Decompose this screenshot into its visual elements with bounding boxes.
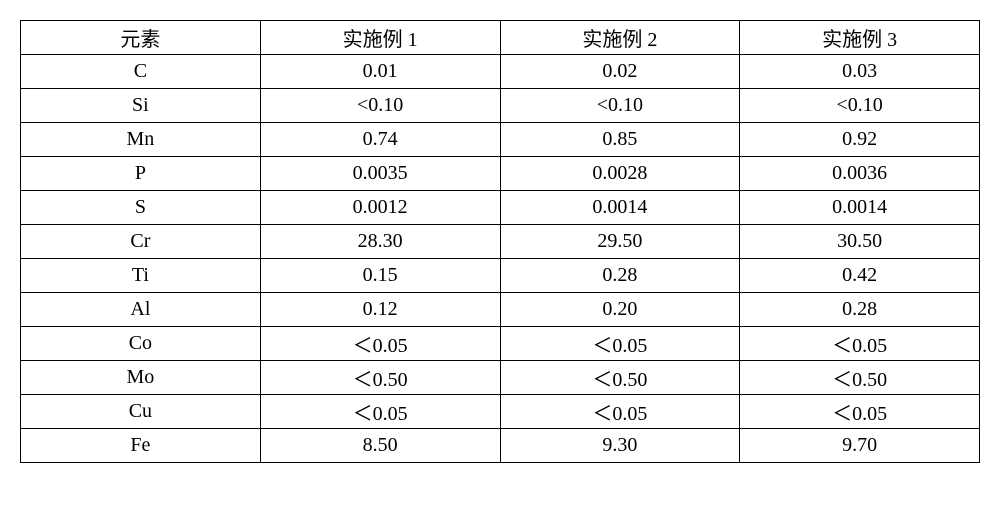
element-cell: Al xyxy=(21,293,261,327)
value-cell: 29.50 xyxy=(500,225,740,259)
value-cell: ＜0.50 xyxy=(500,361,740,395)
element-cell: Mo xyxy=(21,361,261,395)
value-cell: 0.0014 xyxy=(500,191,740,225)
value-cell: 28.30 xyxy=(260,225,500,259)
value-cell: 0.28 xyxy=(740,293,980,327)
table-row: Cu ＜0.05 ＜0.05 ＜0.05 xyxy=(21,395,980,429)
value-cell: 0.02 xyxy=(500,55,740,89)
table-row: Mo ＜0.50 ＜0.50 ＜0.50 xyxy=(21,361,980,395)
value-cell: 30.50 xyxy=(740,225,980,259)
header-example-3: 实施例 3 xyxy=(740,21,980,55)
value-cell: 0.20 xyxy=(500,293,740,327)
value-cell: ＜0.50 xyxy=(740,361,980,395)
value-cell: 0.01 xyxy=(260,55,500,89)
table-row: Co ＜0.05 ＜0.05 ＜0.05 xyxy=(21,327,980,361)
value-cell: <0.10 xyxy=(740,89,980,123)
table-row: S 0.0012 0.0014 0.0014 xyxy=(21,191,980,225)
header-element: 元素 xyxy=(21,21,261,55)
value-cell: 0.85 xyxy=(500,123,740,157)
table-row: C 0.01 0.02 0.03 xyxy=(21,55,980,89)
value-cell: 0.0035 xyxy=(260,157,500,191)
value-cell: 0.92 xyxy=(740,123,980,157)
value-cell: ＜0.05 xyxy=(740,327,980,361)
element-cell: Fe xyxy=(21,429,261,463)
value-cell: ＜0.50 xyxy=(260,361,500,395)
value-cell: 0.0014 xyxy=(740,191,980,225)
value-cell: <0.10 xyxy=(500,89,740,123)
value-cell: ＜0.05 xyxy=(260,395,500,429)
header-example-2: 实施例 2 xyxy=(500,21,740,55)
element-cell: Co xyxy=(21,327,261,361)
value-cell: 0.0036 xyxy=(740,157,980,191)
table-row: Si <0.10 <0.10 <0.10 xyxy=(21,89,980,123)
value-cell: 0.12 xyxy=(260,293,500,327)
value-cell: 0.15 xyxy=(260,259,500,293)
value-cell: ＜0.05 xyxy=(740,395,980,429)
element-cell: Ti xyxy=(21,259,261,293)
element-cell: S xyxy=(21,191,261,225)
element-cell: Si xyxy=(21,89,261,123)
element-cell: C xyxy=(21,55,261,89)
table-row: Mn 0.74 0.85 0.92 xyxy=(21,123,980,157)
value-cell: 0.03 xyxy=(740,55,980,89)
table-header-row: 元素 实施例 1 实施例 2 实施例 3 xyxy=(21,21,980,55)
value-cell: 9.30 xyxy=(500,429,740,463)
table-row: Ti 0.15 0.28 0.42 xyxy=(21,259,980,293)
value-cell: 8.50 xyxy=(260,429,500,463)
value-cell: <0.10 xyxy=(260,89,500,123)
table-row: P 0.0035 0.0028 0.0036 xyxy=(21,157,980,191)
composition-table: 元素 实施例 1 实施例 2 实施例 3 C 0.01 0.02 0.03 Si… xyxy=(20,20,980,463)
value-cell: ＜0.05 xyxy=(500,327,740,361)
element-cell: Mn xyxy=(21,123,261,157)
element-cell: Cu xyxy=(21,395,261,429)
header-example-1: 实施例 1 xyxy=(260,21,500,55)
element-cell: Cr xyxy=(21,225,261,259)
table-row: Al 0.12 0.20 0.28 xyxy=(21,293,980,327)
value-cell: 0.74 xyxy=(260,123,500,157)
value-cell: 0.28 xyxy=(500,259,740,293)
value-cell: ＜0.05 xyxy=(260,327,500,361)
value-cell: 0.0012 xyxy=(260,191,500,225)
value-cell: 0.0028 xyxy=(500,157,740,191)
value-cell: 0.42 xyxy=(740,259,980,293)
value-cell: ＜0.05 xyxy=(500,395,740,429)
value-cell: 9.70 xyxy=(740,429,980,463)
table-row: Cr 28.30 29.50 30.50 xyxy=(21,225,980,259)
table-row: Fe 8.50 9.30 9.70 xyxy=(21,429,980,463)
element-cell: P xyxy=(21,157,261,191)
